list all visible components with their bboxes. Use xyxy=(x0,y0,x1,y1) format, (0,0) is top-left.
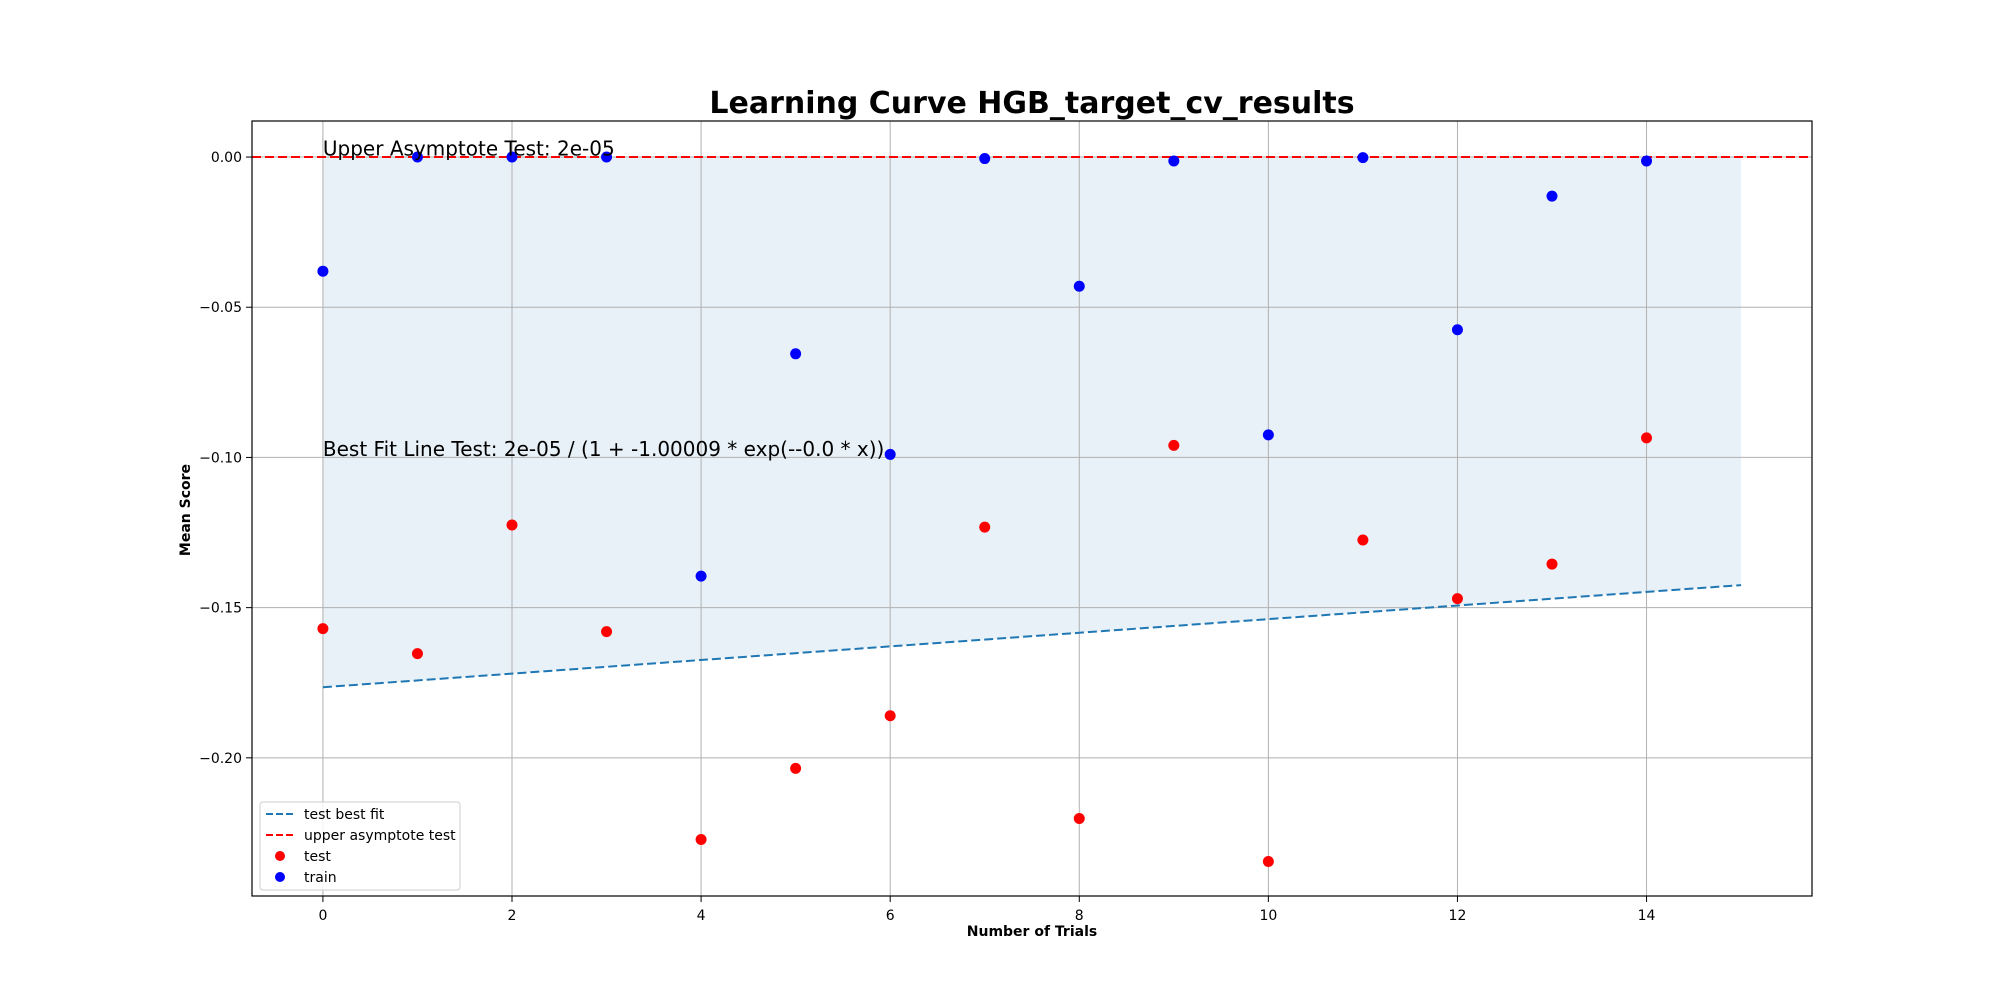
point-test xyxy=(1168,439,1180,451)
point-train xyxy=(411,151,423,163)
annotation-text: Best Fit Line Test: 2e-05 / (1 + -1.0000… xyxy=(323,437,884,461)
x-tick-label: 14 xyxy=(1638,908,1656,924)
y-tick-label: 0.00 xyxy=(211,150,242,166)
legend-label: train xyxy=(304,870,337,886)
point-train xyxy=(1073,280,1085,292)
point-test xyxy=(601,626,613,638)
axes-frame xyxy=(251,120,1813,897)
x-tick-label: 4 xyxy=(697,908,706,924)
y-tick-label: −0.05 xyxy=(199,300,242,316)
series-line-test-best-fit xyxy=(322,584,1742,689)
point-test xyxy=(695,834,707,846)
legend: test best fit upper asymptote test test tra… xyxy=(259,801,461,891)
x-axis-label: Number of Trials xyxy=(967,924,1097,940)
legend-label: test best fit xyxy=(304,807,385,823)
confidence-band xyxy=(322,156,1742,688)
y-axis-label: Mean Score xyxy=(178,464,194,556)
point-train xyxy=(790,348,802,360)
y-tick-label: −0.15 xyxy=(199,601,242,617)
point-train xyxy=(1262,429,1274,441)
point-test xyxy=(884,710,896,722)
point-train xyxy=(884,448,896,460)
x-tick-label: 10 xyxy=(1259,908,1277,924)
point-test xyxy=(1357,534,1369,546)
plot-area: 0 2 4 6 8 10 12 14 0.00 −0.05 −0.10 −0.15 −0.20 Upper… xyxy=(199,120,1813,924)
point-test xyxy=(1262,855,1274,867)
point-test xyxy=(1073,813,1085,824)
point-train xyxy=(695,570,707,582)
legend-marker-test xyxy=(275,851,285,861)
x-tick-label: 0 xyxy=(318,908,327,924)
legend-marker-train xyxy=(275,872,285,882)
point-train xyxy=(979,153,991,165)
x-tick-label: 12 xyxy=(1449,908,1467,924)
point-train xyxy=(601,151,613,163)
point-train xyxy=(1451,324,1463,336)
x-tick-label: 6 xyxy=(886,908,895,924)
point-test xyxy=(1641,432,1653,444)
point-test xyxy=(317,623,329,635)
point-train xyxy=(317,265,329,277)
point-test xyxy=(979,521,991,533)
x-tick-label: 2 xyxy=(508,908,517,924)
legend-label: upper asymptote test xyxy=(304,828,456,844)
chart-title: Learning Curve HGB_target_cv_results xyxy=(709,86,1354,121)
point-train xyxy=(1546,190,1558,202)
point-test xyxy=(790,762,802,774)
y-tick-label: −0.20 xyxy=(199,751,242,767)
annotation-text: Upper Asymptote Test: 2e-05 xyxy=(323,137,615,161)
point-test xyxy=(506,519,518,531)
legend-label: test xyxy=(304,849,331,865)
point-train xyxy=(1357,152,1369,164)
point-test xyxy=(1451,593,1463,605)
point-test xyxy=(411,648,423,660)
point-train xyxy=(506,151,518,163)
point-test xyxy=(1546,558,1558,570)
y-tick-label: −0.10 xyxy=(199,450,242,466)
x-tick-label: 8 xyxy=(1075,908,1084,924)
point-train xyxy=(1168,155,1180,167)
legend-box xyxy=(259,801,461,891)
point-train xyxy=(1641,155,1653,167)
